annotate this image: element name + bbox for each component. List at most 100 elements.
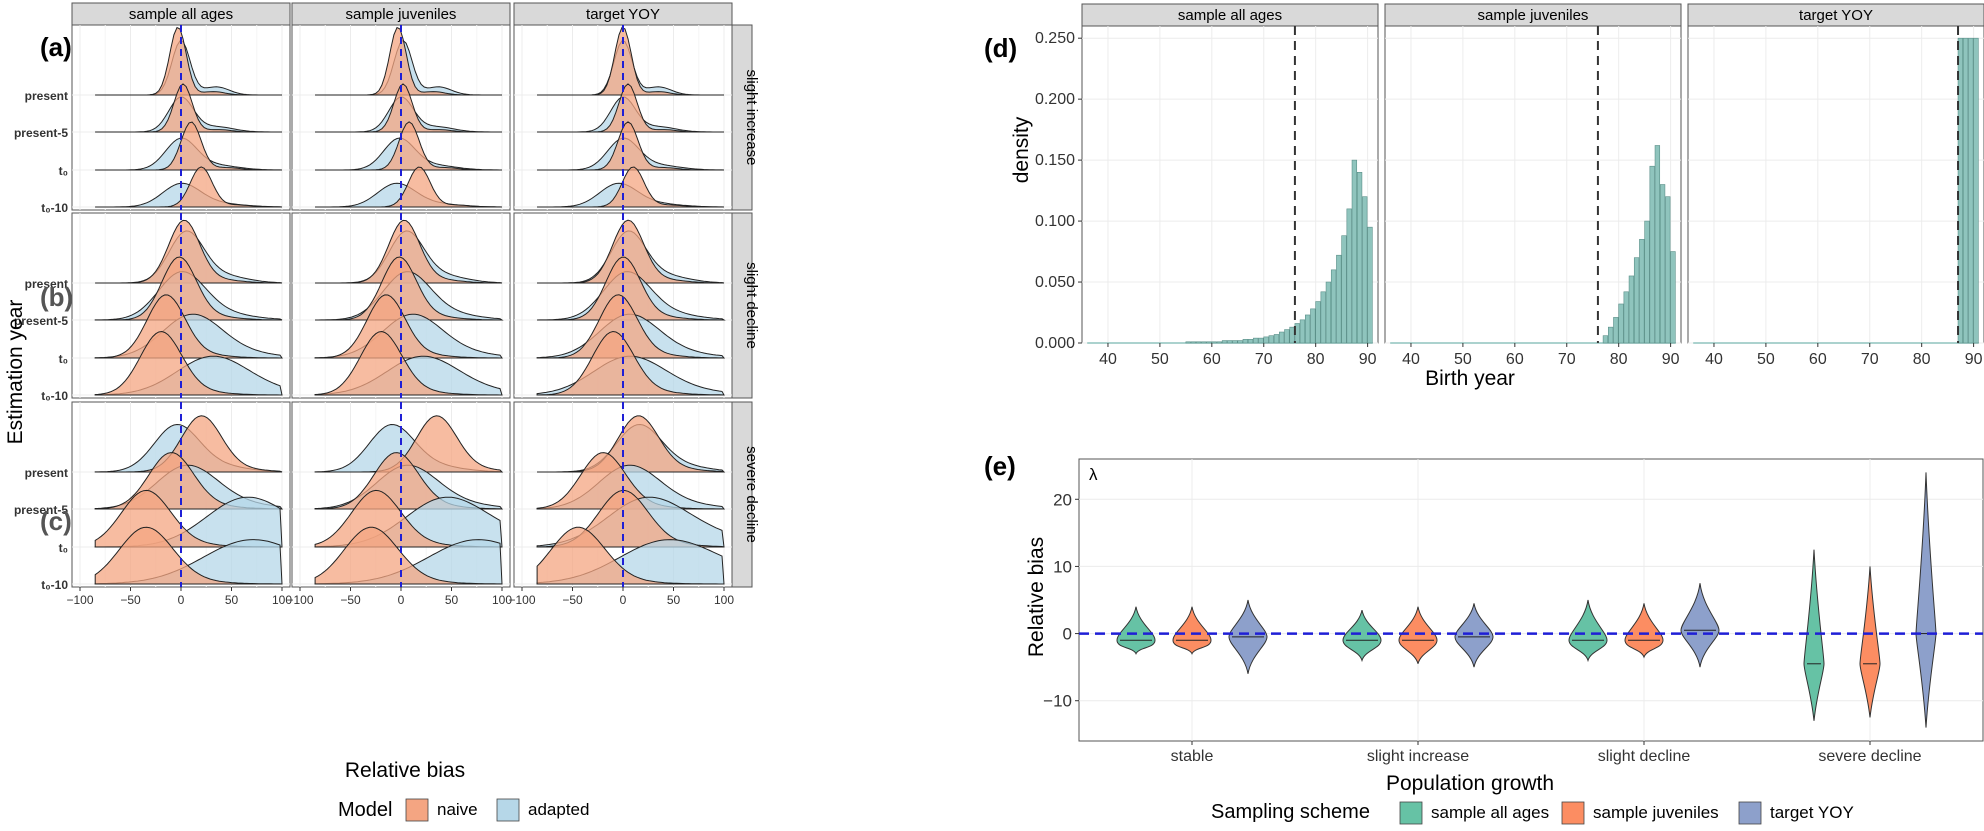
histogram-bar [1253,337,1259,344]
abc-x-axis-title: Relative bias [345,759,465,782]
ridge-naive [314,330,502,396]
x-tick-label: 90 [1662,351,1680,368]
violin-shape [1803,549,1825,721]
x-tick-label: 70 [1558,351,1576,368]
histogram-bar [1310,308,1316,344]
estimation-year-label: present-5 [14,314,68,328]
ridge-naive [315,219,503,284]
ridge-naive [95,121,282,171]
histogram-bar [1633,257,1640,344]
column-header-label-0: sample all ages [129,6,233,23]
histogram-bar [1607,326,1614,344]
ridge-naive [315,166,502,208]
x-tick-label: 100 [714,593,734,607]
ridge-naive [537,415,725,473]
y-tick-label: 0.250 [1035,30,1075,47]
ridge-naive [537,26,724,96]
d-y-axis-title: density [1010,116,1033,183]
x-tick-label: 100 [492,593,512,607]
ridge-naive [314,526,503,585]
legend-all-ages-label: sample all ages [1431,803,1549,822]
estimation-year-label: present [25,89,68,103]
ridge-naive [536,526,724,585]
ridge-naive [537,83,724,133]
estimation-year-label: t₀-10 [41,578,68,592]
histogram-bar [1190,341,1197,344]
histogram-bar [1356,172,1363,344]
e-legend-title: Sampling scheme [1211,801,1370,823]
legend-all-ages-key [1399,801,1423,825]
histogram-bar [1258,337,1264,344]
estimation-year-label: t₀ [59,541,68,555]
histogram-panels: sample all ages 40 50 60 70 80 90 sample juveni… [1035,3,1984,368]
ridge-naive [315,121,502,171]
histogram-bar [1336,254,1342,344]
histogram-bar [1362,196,1368,344]
ridge-naive [537,294,725,359]
estimation-year-label: present [25,466,68,480]
x-tick-label: 50 [667,593,681,607]
histogram-bar [1351,159,1358,344]
e-y-axis-title: Relative bias [1025,537,1048,657]
d-column-header-label-1: sample juveniles [1478,7,1589,24]
legend-adapted-label: adapted [528,800,589,819]
x-tick-label: 90 [1965,351,1983,368]
histogram-bar [1284,329,1290,344]
legend-adapted-key [496,798,520,822]
column-header-label-2: target YOY [586,6,660,23]
x-tick-label: 40 [1705,351,1723,368]
histogram-bar [1263,336,1269,344]
histogram-bar [1957,37,1964,344]
histogram-bar [1346,208,1352,344]
legend-yoy-key [1738,801,1762,825]
x-tick-label: 80 [1307,351,1325,368]
histogram-bar [1341,235,1347,344]
violin-shape [1859,566,1881,718]
histogram-bar [1185,341,1191,344]
histogram-bar [1618,303,1624,344]
x-tick-label: −50 [120,593,141,607]
violin-shape [1680,583,1720,668]
histogram-bar [1221,340,1228,344]
y-tick-label: 0.050 [1035,274,1075,291]
histogram-bar [1247,339,1254,344]
x-tick-label: 40 [1099,351,1117,368]
ridge-naive [314,294,502,359]
y-tick-label: 0.150 [1035,152,1075,169]
abc-legend-title: Model [338,799,392,821]
histogram-bar [1242,339,1248,344]
histogram-bar [1273,334,1280,344]
e-x-axis-title: Population growth [1386,772,1554,795]
x-tick-label: 60 [1203,351,1221,368]
legend-naive-key [405,798,429,822]
x-tick-label: 90 [1359,351,1377,368]
ridge-naive [94,294,282,359]
histogram-bar [1216,341,1223,344]
ridge-naive [537,256,725,321]
x-tick-label: −50 [340,593,361,607]
row-strip-label-2: severe decline [743,446,760,543]
violin-panel: stable slight increase slight decline sever… [1043,458,1984,765]
estimation-year-label: t₀-10 [41,389,68,403]
d-facet-frame [1687,25,1984,344]
y-tick-label: 20 [1053,490,1072,509]
e-plot-frame [1078,458,1984,742]
estimation-year-label: t₀ [59,164,68,178]
histogram-bar [1659,184,1666,344]
x-tick-label: 50 [1454,351,1472,368]
histogram-bar [1613,317,1619,344]
ridgeline-panels: sample all ages sample juveniles target YO… [14,2,760,607]
panel-label-b: (b) [40,282,73,312]
estimation-year-label: present-5 [14,503,68,517]
y-tick-label: 0.200 [1035,91,1075,108]
histogram-bar [1211,341,1217,344]
histogram-bar [1968,37,1974,344]
panel-label-e: (e) [984,451,1016,481]
d-x-axis-title: Birth year [1425,367,1515,390]
x-tick-label: 50 [1757,351,1775,368]
violin-shape [1454,603,1494,668]
row-strip-label-1: slight decline [743,262,760,349]
histogram-bar [1649,165,1655,344]
histogram-bar [1665,196,1671,344]
abc-y-axis-title: Estimation year [4,300,27,445]
